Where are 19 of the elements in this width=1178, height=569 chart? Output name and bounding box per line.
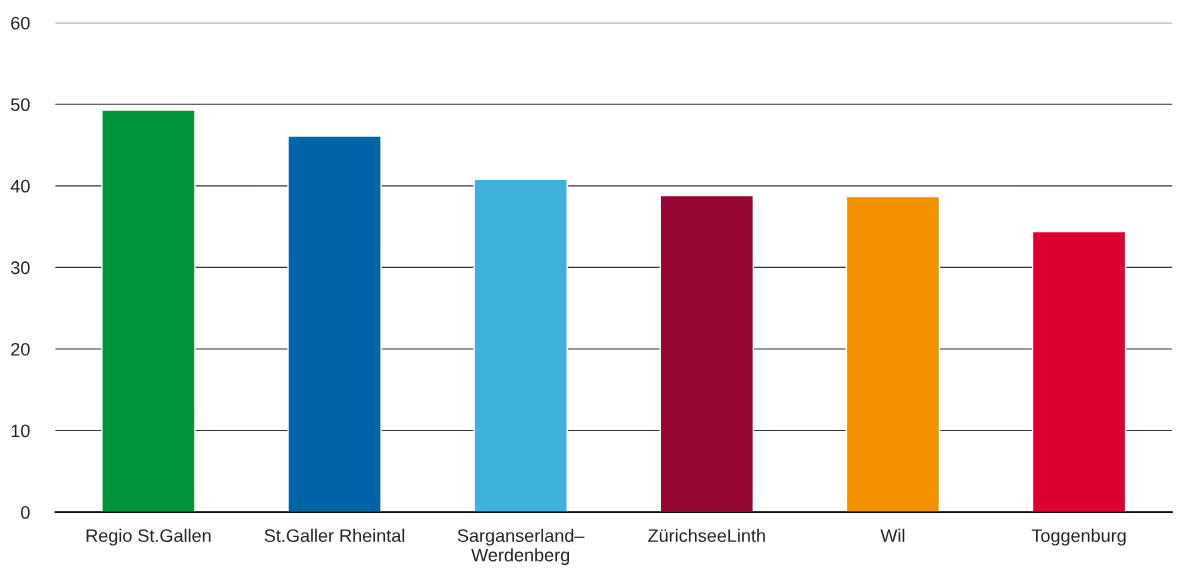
bar — [287, 135, 382, 513]
y-tick-label: 40 — [10, 179, 30, 193]
y-tick-label: 50 — [11, 98, 30, 112]
x-tick-label: Regio St.Gallen — [86, 528, 211, 546]
bar — [659, 194, 755, 513]
bar — [1031, 230, 1127, 513]
bar — [101, 109, 196, 513]
y-tick-label: 60 — [11, 16, 30, 30]
x-tick-label: St.Galler Rheintal — [264, 528, 405, 543]
bar — [845, 195, 941, 513]
x-tick-label: Toggenburg — [1031, 528, 1126, 546]
y-tick-label: 20 — [11, 342, 30, 356]
x-tick-label: ZürichseeLinth — [648, 528, 765, 543]
y-tick-label: 10 — [11, 424, 30, 438]
bar — [473, 178, 568, 513]
y-tick-label: 0 — [21, 506, 30, 519]
x-tick-label: Wil — [880, 528, 905, 542]
x-tick-label: Sarganserland– Werdenberg — [457, 528, 585, 566]
y-tick-label: 30 — [10, 261, 30, 275]
